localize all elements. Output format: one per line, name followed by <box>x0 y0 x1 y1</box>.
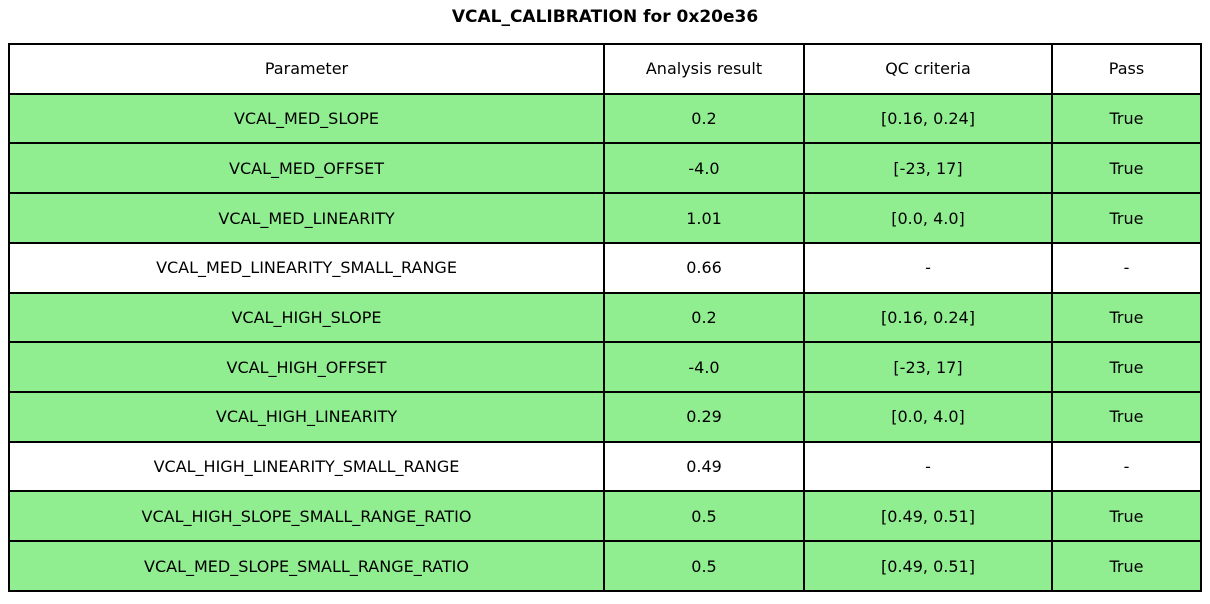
result-cell: 0.2 <box>603 92 805 145</box>
parameter-cell: VCAL_HIGH_SLOPE_SMALL_RANGE_RATIO <box>8 490 605 543</box>
table-row: VCAL_HIGH_LINEARITY 0.29 [0.0, 4.0] True <box>8 391 1202 443</box>
table-header-row: Parameter Analysis result QC criteria Pa… <box>8 43 1202 95</box>
parameter-cell: VCAL_HIGH_OFFSET <box>8 341 605 394</box>
table-row: VCAL_HIGH_SLOPE 0.2 [0.16, 0.24] True <box>8 291 1202 344</box>
result-cell: -4.0 <box>603 341 805 394</box>
table-row: VCAL_MED_LINEARITY 1.01 [0.0, 4.0] True <box>8 192 1202 244</box>
criteria-cell: [0.0, 4.0] <box>803 192 1053 244</box>
pass-cell: True <box>1051 490 1202 543</box>
table-row: VCAL_MED_LINEARITY_SMALL_RANGE 0.66 - - <box>8 241 1202 294</box>
criteria-cell: [0.16, 0.24] <box>803 92 1053 145</box>
table-row: VCAL_MED_SLOPE 0.2 [0.16, 0.24] True <box>8 92 1202 145</box>
pass-cell: True <box>1051 391 1202 443</box>
criteria-cell: [0.0, 4.0] <box>803 391 1053 443</box>
column-header-pass: Pass <box>1051 43 1202 95</box>
table-row: VCAL_MED_SLOPE_SMALL_RANGE_RATIO 0.5 [0.… <box>8 540 1202 592</box>
parameter-cell: VCAL_MED_SLOPE_SMALL_RANGE_RATIO <box>8 540 605 592</box>
parameter-cell: VCAL_MED_SLOPE <box>8 92 605 145</box>
criteria-cell: - <box>803 440 1053 493</box>
column-header-result: Analysis result <box>603 43 805 95</box>
criteria-cell: [0.49, 0.51] <box>803 490 1053 543</box>
result-cell: -4.0 <box>603 142 805 195</box>
criteria-cell: - <box>803 241 1053 294</box>
page-title: VCAL_CALIBRATION for 0x20e36 <box>451 7 759 27</box>
pass-cell: True <box>1051 142 1202 195</box>
table-row: VCAL_HIGH_LINEARITY_SMALL_RANGE 0.49 - - <box>8 440 1202 493</box>
pass-cell: - <box>1051 241 1202 294</box>
pass-cell: True <box>1051 192 1202 244</box>
table-row: VCAL_HIGH_SLOPE_SMALL_RANGE_RATIO 0.5 [0… <box>8 490 1202 543</box>
parameter-cell: VCAL_HIGH_SLOPE <box>8 291 605 344</box>
criteria-cell: [0.49, 0.51] <box>803 540 1053 592</box>
criteria-cell: [-23, 17] <box>803 142 1053 195</box>
parameter-cell: VCAL_HIGH_LINEARITY <box>8 391 605 443</box>
table-row: VCAL_HIGH_OFFSET -4.0 [-23, 17] True <box>8 341 1202 394</box>
parameter-cell: VCAL_MED_LINEARITY <box>8 192 605 244</box>
result-cell: 0.5 <box>603 540 805 592</box>
criteria-cell: [-23, 17] <box>803 341 1053 394</box>
pass-cell: - <box>1051 440 1202 493</box>
parameter-cell: VCAL_MED_OFFSET <box>8 142 605 195</box>
parameter-cell: VCAL_HIGH_LINEARITY_SMALL_RANGE <box>8 440 605 493</box>
parameter-cell: VCAL_MED_LINEARITY_SMALL_RANGE <box>8 241 605 294</box>
result-cell: 1.01 <box>603 192 805 244</box>
result-cell: 0.49 <box>603 440 805 493</box>
result-cell: 0.2 <box>603 291 805 344</box>
pass-cell: True <box>1051 291 1202 344</box>
table-row: VCAL_MED_OFFSET -4.0 [-23, 17] True <box>8 142 1202 195</box>
pass-cell: True <box>1051 540 1202 592</box>
result-cell: 0.5 <box>603 490 805 543</box>
pass-cell: True <box>1051 341 1202 394</box>
column-header-parameter: Parameter <box>8 43 605 95</box>
criteria-cell: [0.16, 0.24] <box>803 291 1053 344</box>
column-header-criteria: QC criteria <box>803 43 1053 95</box>
result-cell: 0.66 <box>603 241 805 294</box>
result-cell: 0.29 <box>603 391 805 443</box>
pass-cell: True <box>1051 92 1202 145</box>
qc-results-table: Parameter Analysis result QC criteria Pa… <box>8 43 1202 592</box>
